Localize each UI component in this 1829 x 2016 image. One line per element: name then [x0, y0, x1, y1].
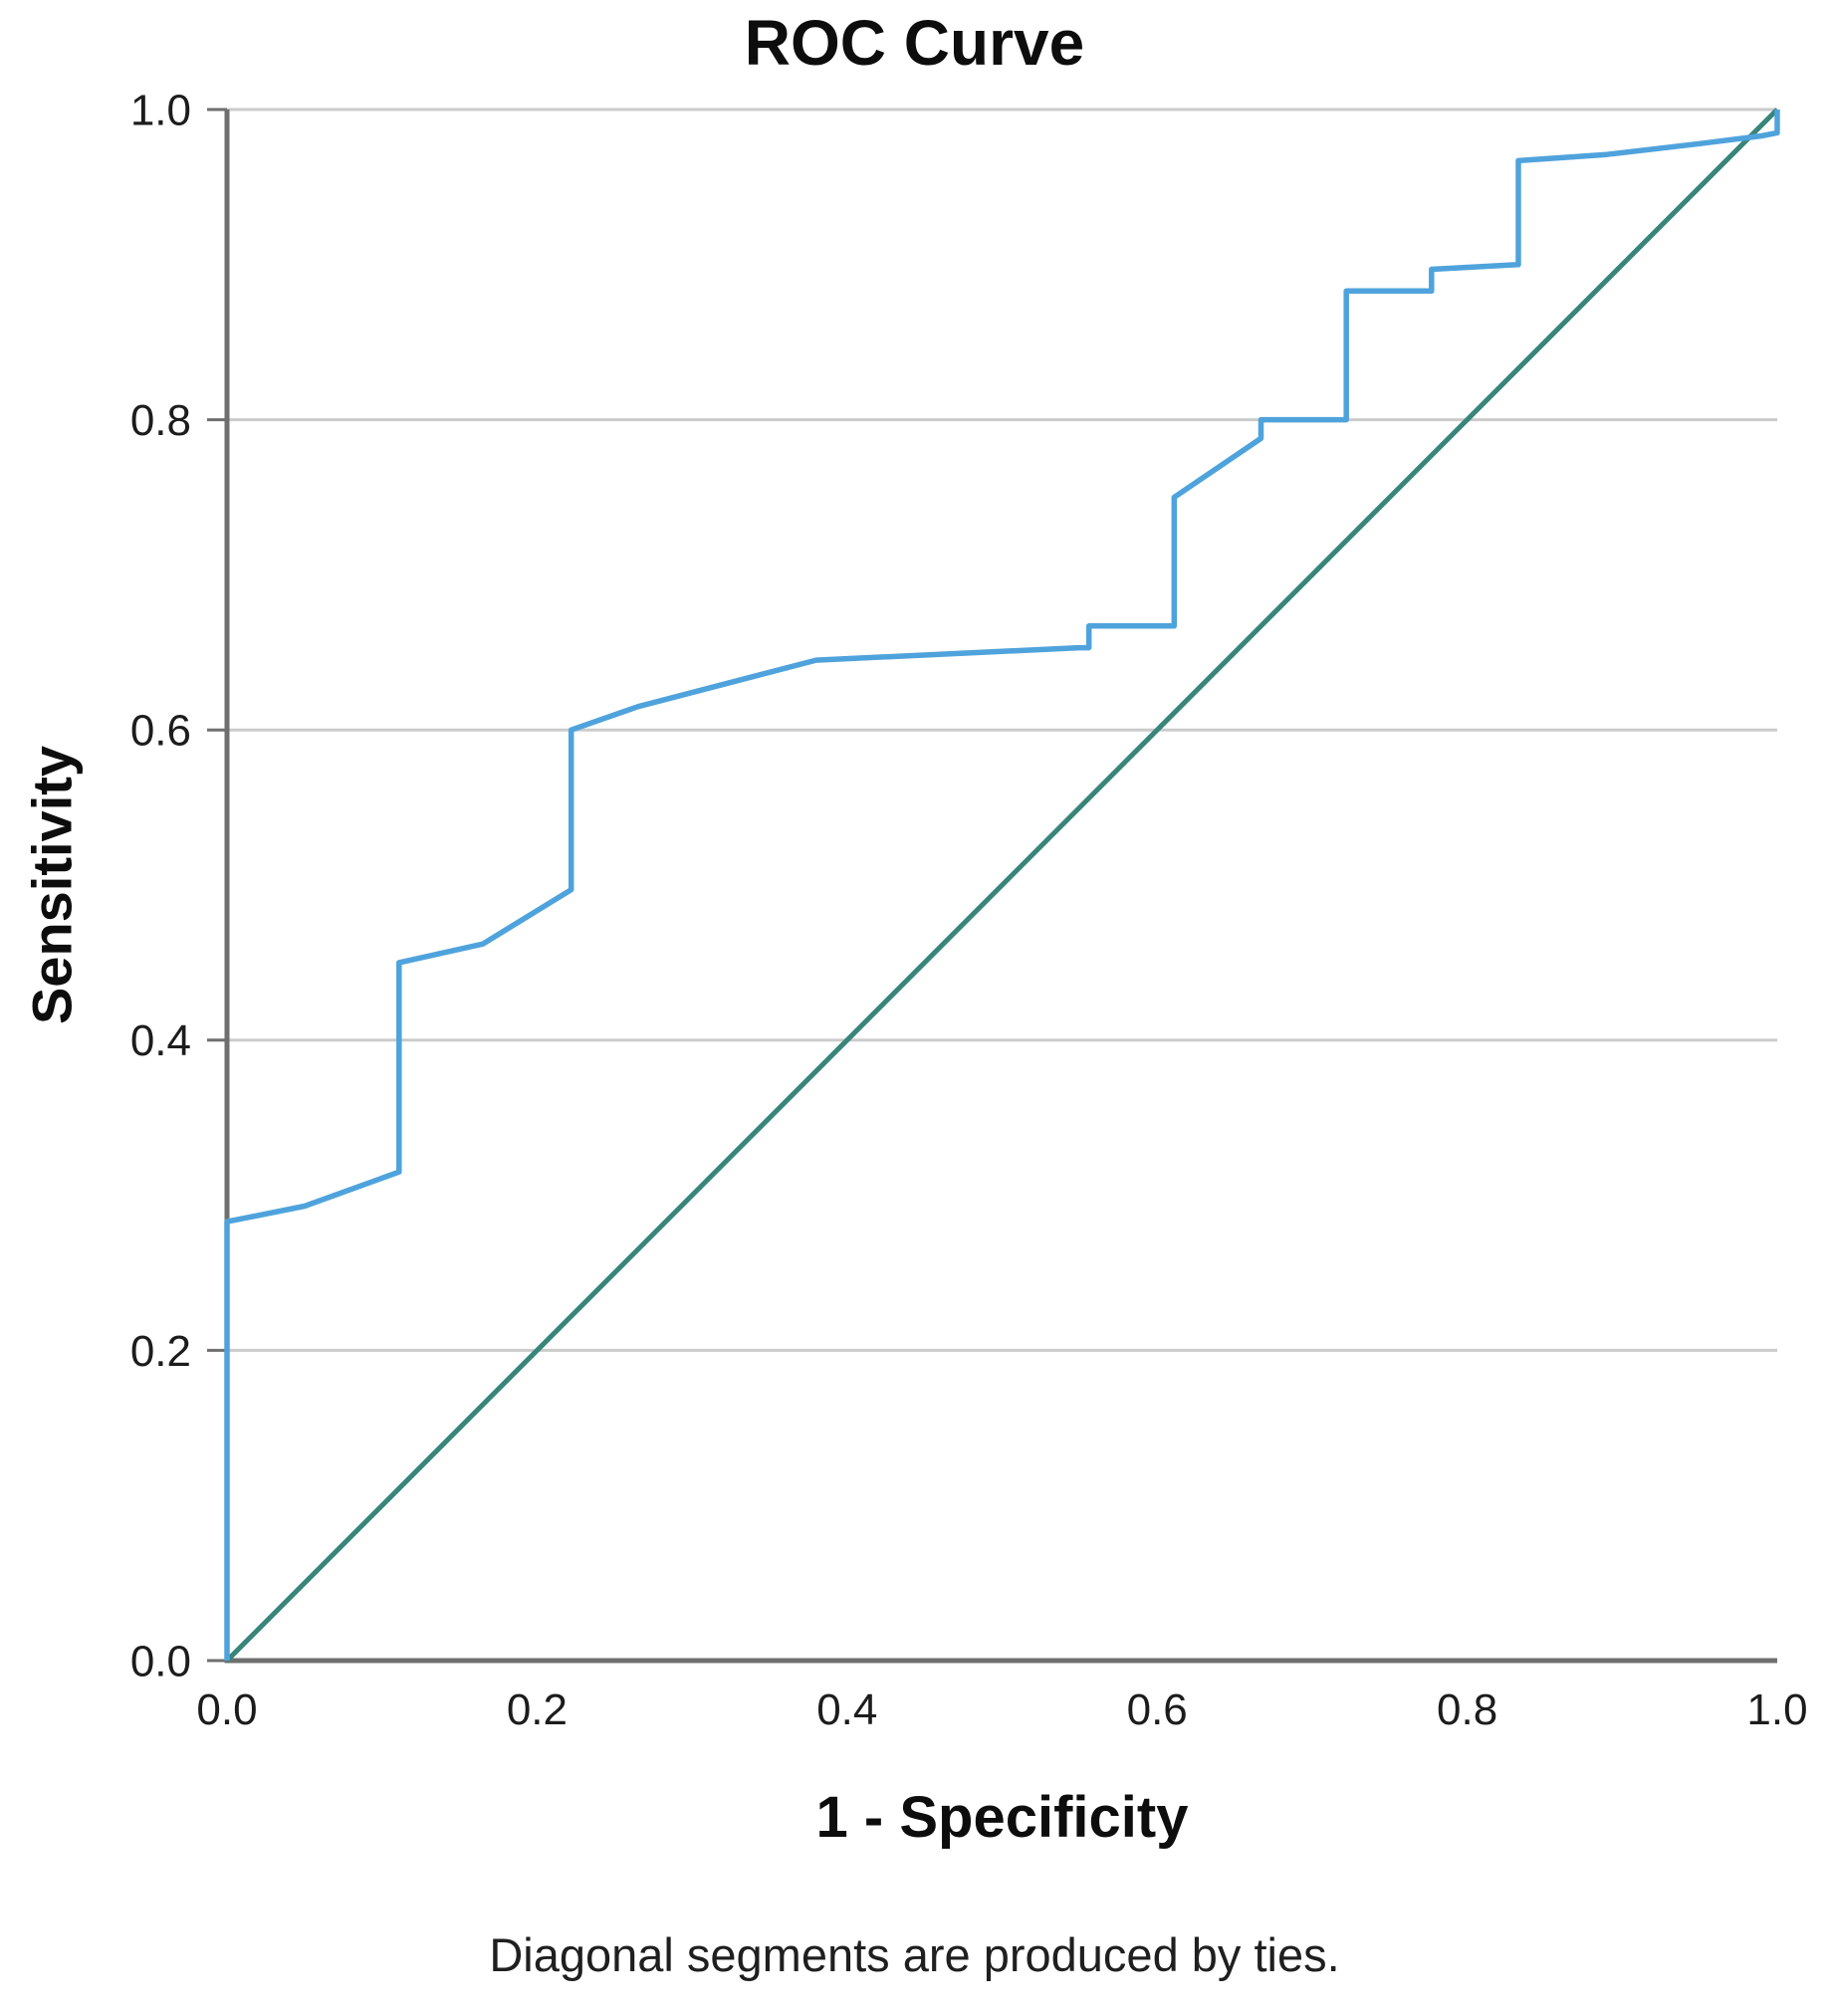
- roc-curve-path: [224, 110, 1780, 1661]
- x-tick-label: 1.0: [1746, 1685, 1807, 1734]
- y-tick-label: 0.2: [130, 1327, 191, 1376]
- y-axis-label: Sensitivity: [20, 745, 84, 1025]
- x-tick-label: 0.0: [196, 1685, 257, 1734]
- y-tick-label: 0.6: [130, 707, 191, 756]
- chart-caption: Diagonal segments are produced by ties.: [489, 1928, 1340, 1981]
- chart-title: ROC Curve: [744, 7, 1085, 79]
- x-tick-label: 0.6: [1127, 1685, 1188, 1734]
- x-axis-label: 1 - Specificity: [815, 1785, 1189, 1850]
- reference-line-path: [225, 108, 1779, 1663]
- x-tick-label: 0.8: [1437, 1685, 1497, 1734]
- y-tick-label: 0.8: [130, 396, 191, 445]
- x-tick-label: 0.4: [816, 1685, 877, 1734]
- y-tick-label: 1.0: [130, 86, 191, 134]
- y-tick-label: 0.0: [130, 1637, 191, 1685]
- x-tick-label: 0.2: [507, 1685, 568, 1734]
- y-tick-label: 0.4: [130, 1016, 191, 1065]
